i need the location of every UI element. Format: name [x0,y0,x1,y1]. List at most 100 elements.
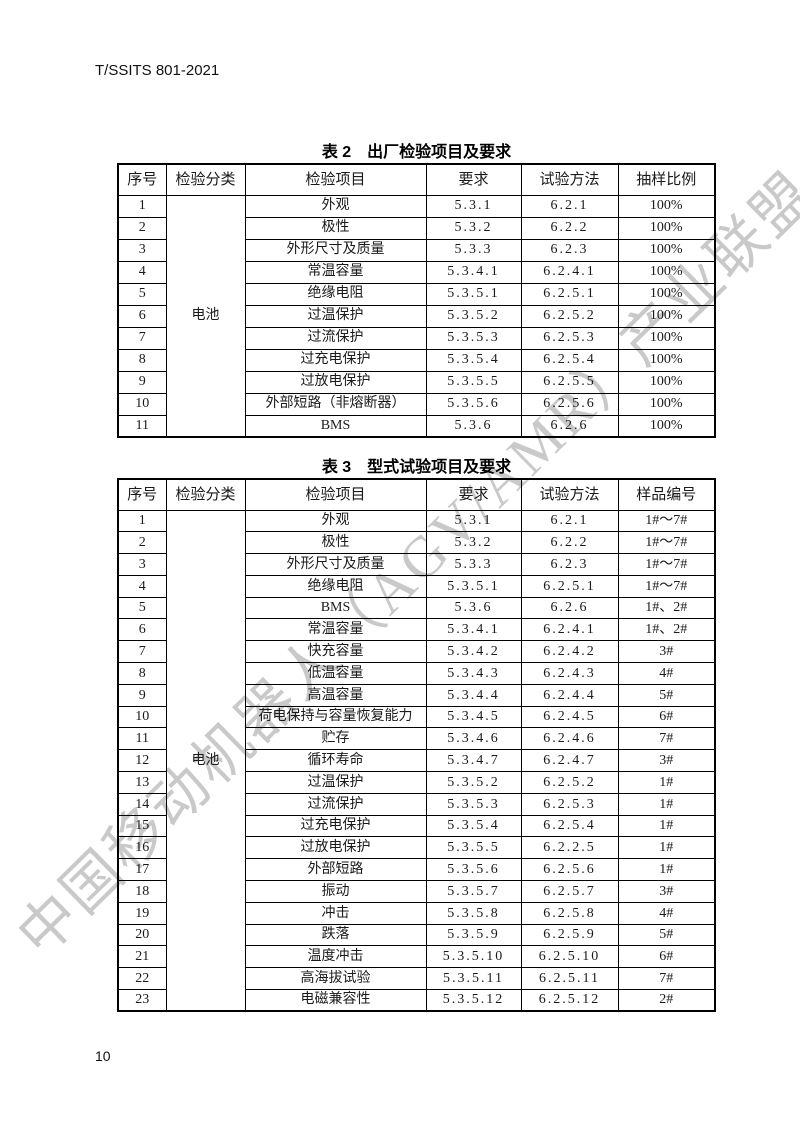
cell-method: 6.2.4.1 [520,260,619,284]
cell-item: 绝缘电阻 [244,282,427,306]
cell-requirement: 5.3.4.1 [425,618,522,642]
cell-seq: 2 [117,216,167,240]
cell-seq: 21 [117,945,167,969]
cell-item: 高温容量 [244,683,427,707]
cell-item: 振动 [244,880,427,903]
table-row: 12 循环寿命 5.3.4.7 6.2.4.7 3# [117,749,716,773]
cell-method: 6.2.5.9 [520,923,619,947]
cell-seq: 8 [117,348,167,372]
cell-requirement: 5.3.2 [425,216,522,240]
cell-last: 1# [617,836,716,860]
cell-last: 100% [617,216,716,240]
cell-requirement: 5.3.4.3 [425,662,522,685]
cell-method: 6.2.6 [520,414,619,438]
cell-last: 100% [617,348,716,372]
table-row: 21 温度冲击 5.3.5.10 6.2.5.10 6# [117,945,716,969]
cell-last: 4# [617,901,716,925]
table2-title: 表 2 出厂检验项目及要求 [321,144,512,161]
cell-last: 1# [617,858,716,882]
cell-method: 6.2.4.4 [520,683,619,707]
cell-seq: 3 [117,553,167,576]
cell-item: BMS [244,596,427,620]
cell-requirement: 5.3.4.5 [425,705,522,729]
cell-seq: 1 [117,509,167,533]
table2-body: 1 电池 外观 5.3.1 6.2.1 100% 2 极性 5.3.2 6.2.2 100% 3 外形尺… [117,194,716,438]
cell-last: 5# [617,923,716,947]
cell-seq: 7 [117,640,167,664]
cell-requirement: 5.3.4.7 [425,749,522,773]
table-row: 17 外部短路 5.3.5.6 6.2.5.6 1# [117,858,716,882]
cell-item: 常温容量 [244,260,427,284]
cell-item: 过流保护 [244,326,427,350]
cell-item: 温度冲击 [244,945,427,969]
cell-seq: 6 [117,618,167,642]
table-row: 10 外部短路（非熔断器） 5.3.5.6 6.2.5.6 100% [117,392,716,416]
cell-last: 7# [617,727,716,751]
cell-item: 跌落 [244,923,427,947]
cell-method: 6.2.2.5 [520,836,619,860]
cell-method: 6.2.4.6 [520,727,619,751]
cell-method: 6.2.4.5 [520,705,619,729]
cell-item: 高海拔试验 [244,967,427,991]
cell-requirement: 5.3.5.4 [425,814,522,838]
cell-item: 低温容量 [244,662,427,685]
cell-requirement: 5.3.6 [425,596,522,620]
cell-last: 2# [617,989,716,1012]
cell-requirement: 5.3.5.6 [425,392,522,416]
cell-seq: 5 [117,282,167,306]
table-row: 8 低温容量 5.3.4.3 6.2.4.3 4# [117,662,716,685]
page-number: 10 [95,1048,111,1064]
cell-seq: 20 [117,923,167,947]
table-row: 19 冲击 5.3.5.8 6.2.5.8 4# [117,901,716,925]
table-row: 4 常温容量 5.3.4.1 6.2.4.1 100% [117,260,716,284]
cell-seq: 16 [117,836,167,860]
cell-method: 6.2.2 [520,531,619,555]
cell-requirement: 5.3.5.4 [425,348,522,372]
cell-last: 1#～7# [617,553,716,576]
table-row: 18 振动 5.3.5.7 6.2.5.7 3# [117,880,716,903]
cell-requirement: 5.3.5.1 [425,282,522,306]
cell-item: 电磁兼容性 [244,989,427,1012]
cell-seq: 12 [117,749,167,773]
cell-seq: 19 [117,901,167,925]
table-row: 7 快充容量 5.3.4.2 6.2.4.2 3# [117,640,716,664]
cell-method: 6.2.4.1 [520,618,619,642]
cell-last: 100% [617,260,716,284]
cell-seq: 4 [117,574,167,598]
cell-requirement: 5.3.5.12 [425,989,522,1012]
cell-method: 6.2.5.3 [520,326,619,350]
col-header-method: 试验方法 [520,478,619,511]
cell-method: 6.2.5.5 [520,370,619,394]
table-row: 13 过温保护 5.3.5.2 6.2.5.2 1# [117,771,716,794]
col-header-seq: 序号 [117,163,167,196]
cell-seq: 9 [117,683,167,707]
cell-item: 极性 [244,531,427,555]
cell-requirement: 5.3.4.2 [425,640,522,664]
col-header-sample-number: 样品编号 [617,478,716,511]
cell-seq: 9 [117,370,167,394]
col-header-sampling-ratio: 抽样比例 [617,163,716,196]
cell-item: 循环寿命 [244,749,427,773]
cell-requirement: 5.3.5.2 [425,771,522,794]
cell-last: 100% [617,370,716,394]
cell-method: 6.2.5.6 [520,392,619,416]
table-row: 9 高温容量 5.3.4.4 6.2.4.4 5# [117,683,716,707]
cell-requirement: 5.3.5.5 [425,370,522,394]
table3-title: 表 3 型式试验项目及要求 [321,459,512,476]
cell-method: 6.2.3 [520,553,619,576]
cell-seq: 18 [117,880,167,903]
cell-requirement: 5.3.5.1 [425,574,522,598]
cell-last: 100% [617,238,716,262]
table3-body: 1 电池 外观 5.3.1 6.2.1 1#～7# 2 极性 5.3.2 6.2.2 1#～7# 3 外… [117,509,716,1012]
cell-item: 外部短路 [244,858,427,882]
cell-method: 6.2.5.7 [520,880,619,903]
cell-last: 3# [617,749,716,773]
cell-item: 过放电保护 [244,836,427,860]
cell-last: 1#～7# [617,509,716,533]
cell-item: 冲击 [244,901,427,925]
cell-last: 5# [617,683,716,707]
cell-requirement: 5.3.4.1 [425,260,522,284]
cell-last: 1# [617,814,716,838]
cell-requirement: 5.3.5.11 [425,967,522,991]
cell-seq: 23 [117,989,167,1012]
